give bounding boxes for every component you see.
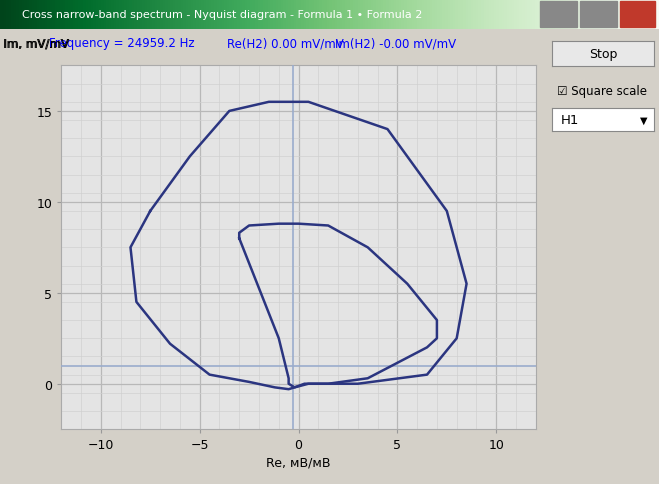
Text: Re(H2) 0.00 mV/mV: Re(H2) 0.00 mV/mV [227, 37, 344, 50]
Text: X: X [632, 9, 642, 21]
Text: ☑ Square scale: ☑ Square scale [558, 85, 647, 98]
Text: Cross narrow-band spectrum - Nyquist diagram - Formula 1 • Formula 2: Cross narrow-band spectrum - Nyquist dia… [22, 10, 422, 20]
Text: ▼: ▼ [640, 115, 647, 125]
Text: Im, mV/mV: Im, mV/mV [5, 37, 70, 50]
Bar [620, 2, 655, 28]
Text: Frequency = 24959.2 Hz: Frequency = 24959.2 Hz [49, 37, 194, 50]
Bar [540, 2, 577, 28]
X-axis label: Re, мВ/мВ: Re, мВ/мВ [266, 455, 331, 469]
Text: H1: H1 [560, 114, 579, 126]
Text: Im, mV/mV: Im, mV/mV [3, 37, 68, 50]
Text: Stop: Stop [589, 48, 617, 60]
Bar [580, 2, 617, 28]
Text: Im(H2) -0.00 mV/mV: Im(H2) -0.00 mV/mV [335, 37, 456, 50]
